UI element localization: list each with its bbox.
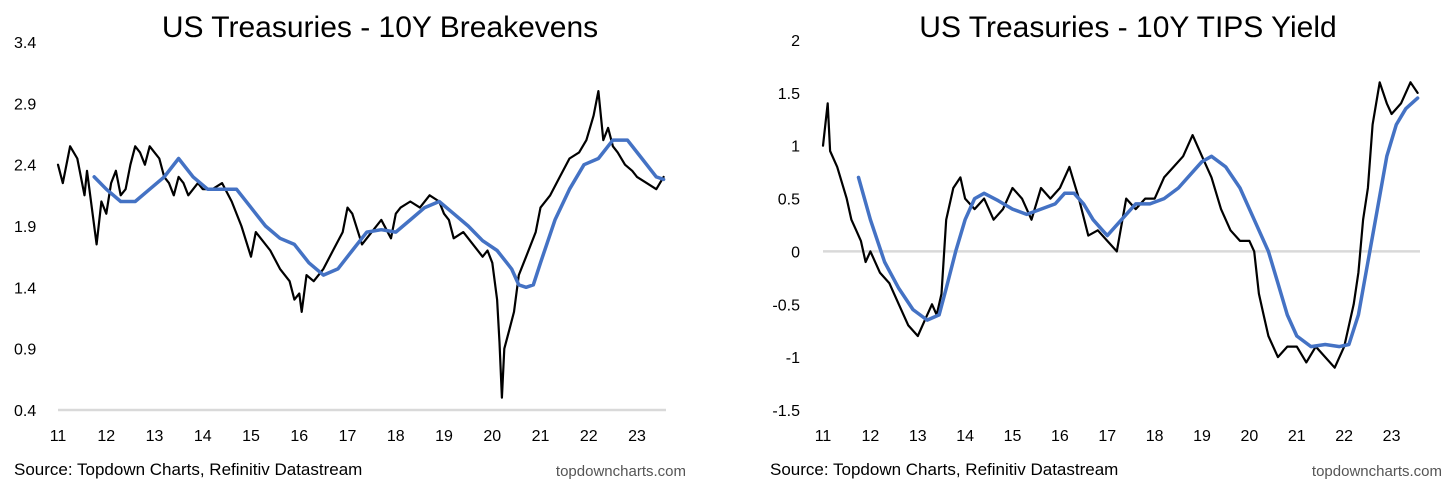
x-tick-label: 22 (580, 428, 598, 445)
y-tick-label: 1.9 (14, 219, 36, 236)
x-tick-label: 16 (290, 428, 308, 445)
x-tick-label: 19 (1193, 428, 1211, 445)
x-tick-label: 20 (483, 428, 501, 445)
y-tick-label: 0.9 (14, 342, 36, 359)
tips-yield-chart-svg: US Treasuries - 10Y TIPS Yield 2 1.5 1 0.5 0… (770, 11, 1442, 480)
source-note: Source: Topdown Charts, Refinitiv Datast… (14, 460, 362, 479)
x-tick-label: 18 (1146, 428, 1164, 445)
breakevens-chart-svg: US Treasuries - 10Y Breakevens 3.4 2.9 2.4… (14, 11, 686, 480)
y-tick-label: 1.4 (14, 280, 36, 297)
series-lines (56, 89, 666, 399)
raw-series-line (821, 81, 1419, 369)
y-axis-ticks: 2 1.5 1 0.5 0 -0.5 -1 -1.5 (772, 33, 800, 420)
x-axis-ticks: 11 12 13 14 15 16 17 18 19 20 21 22 23 (815, 428, 1401, 445)
x-axis-ticks: 11 12 13 14 15 16 17 18 19 20 21 22 23 (50, 428, 646, 445)
chart-title: US Treasuries - 10Y TIPS Yield (919, 11, 1336, 44)
x-tick-label: 23 (628, 428, 646, 445)
source-note: Source: Topdown Charts, Refinitiv Datast… (770, 460, 1118, 479)
smoothed-series-line (92, 138, 666, 290)
y-tick-label: -1 (786, 350, 800, 367)
x-tick-label: 15 (242, 428, 260, 445)
x-tick-label: 23 (1383, 428, 1401, 445)
x-tick-label: 17 (1098, 428, 1116, 445)
y-tick-label: 0.4 (14, 403, 36, 420)
y-axis-ticks: 3.4 2.9 2.4 1.9 1.4 0.9 0.4 (14, 35, 36, 420)
x-tick-label: 12 (861, 428, 879, 445)
x-tick-label: 13 (909, 428, 927, 445)
y-tick-label: 0.5 (778, 192, 800, 209)
tips-yield-chart: US Treasuries - 10Y TIPS Yield 2 1.5 1 0.5 0… (728, 0, 1456, 484)
x-tick-label: 14 (956, 428, 974, 445)
y-tick-label: 2.9 (14, 96, 36, 113)
x-tick-label: 14 (194, 428, 212, 445)
x-tick-label: 15 (1004, 428, 1022, 445)
raw-series-line (56, 89, 665, 399)
x-tick-label: 19 (435, 428, 453, 445)
x-tick-label: 18 (387, 428, 405, 445)
y-tick-label: 0 (791, 244, 800, 261)
y-tick-label: -0.5 (772, 297, 800, 314)
smoothed-series-line (856, 96, 1420, 349)
chart-title: US Treasuries - 10Y Breakevens (162, 11, 598, 44)
y-tick-label: 2.4 (14, 158, 36, 175)
x-tick-label: 21 (532, 428, 550, 445)
y-tick-label: -1.5 (772, 403, 800, 420)
x-tick-label: 11 (815, 428, 832, 445)
x-tick-label: 13 (146, 428, 164, 445)
x-tick-label: 20 (1241, 428, 1259, 445)
x-tick-label: 21 (1288, 428, 1306, 445)
brand-watermark: topdowncharts.com (1312, 463, 1442, 480)
brand-watermark: topdowncharts.com (556, 463, 686, 480)
x-tick-label: 11 (50, 428, 67, 445)
x-tick-label: 16 (1051, 428, 1069, 445)
breakevens-chart: US Treasuries - 10Y Breakevens 3.4 2.9 2.4… (14, 11, 686, 480)
series-lines (821, 81, 1420, 369)
y-tick-label: 3.4 (14, 35, 36, 52)
x-tick-label: 22 (1335, 428, 1353, 445)
y-tick-label: 1.5 (778, 86, 800, 103)
x-tick-label: 17 (339, 428, 357, 445)
x-tick-label: 12 (97, 428, 115, 445)
y-tick-label: 2 (791, 33, 800, 50)
y-tick-label: 1 (791, 139, 800, 156)
